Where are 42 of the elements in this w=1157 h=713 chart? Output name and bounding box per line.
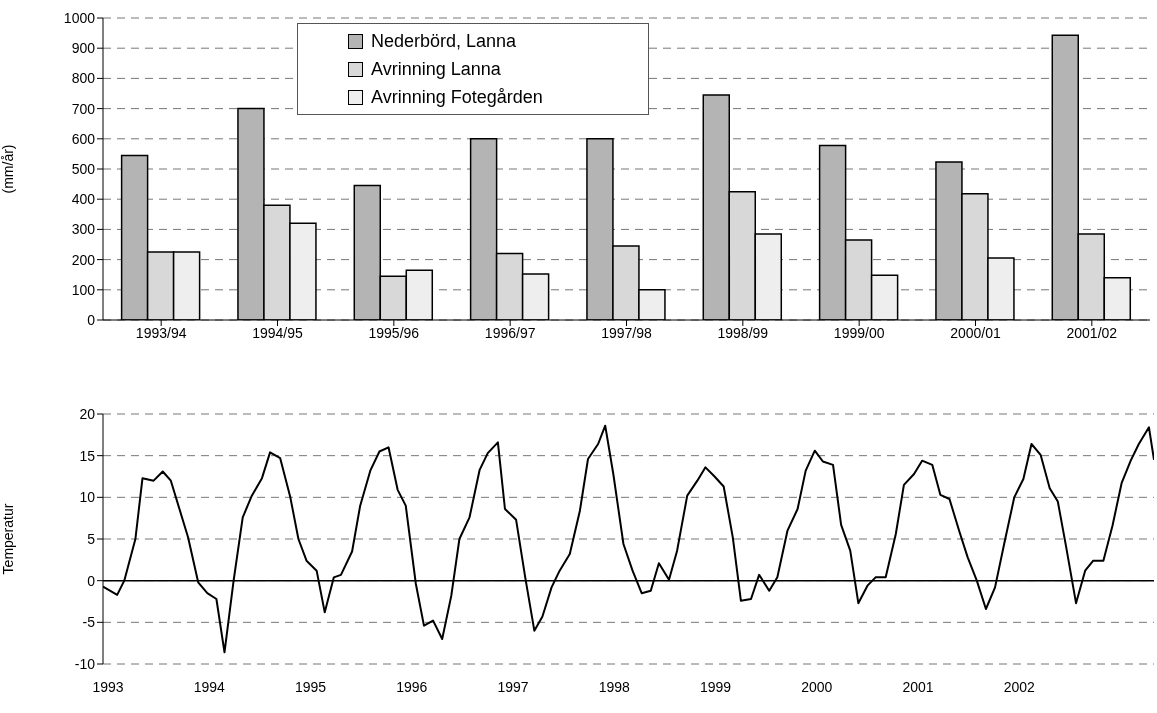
y-tick-label: 100 (71, 281, 96, 298)
y-tick-label: 300 (71, 221, 96, 238)
x-tick-label: 1997 (497, 678, 529, 695)
x-tick-label: 1993/94 (135, 324, 187, 341)
y-tick-label: 200 (71, 251, 96, 268)
x-tick-label: 2000/01 (950, 324, 1002, 341)
y-tick-label: 20 (79, 405, 96, 422)
x-tick-label: 1995/96 (368, 324, 420, 341)
y-tick-label: 1000 (63, 9, 96, 26)
x-tick-label: 2002 (1003, 678, 1036, 695)
y-tick-label: -5 (82, 614, 96, 631)
x-tick-label: 1999/00 (833, 324, 885, 341)
y-tick-label: 600 (71, 130, 96, 147)
y-axis-title: Temperatur (0, 503, 16, 575)
y-tick-label: -10 (74, 655, 96, 672)
legend-label: Nederbörd, Lanna (371, 30, 517, 53)
x-tick-label: 1998/99 (717, 324, 769, 341)
legend-label: Avrinning Fotegården (371, 86, 543, 109)
x-tick-label: 1998 (598, 678, 631, 695)
y-tick-label: 900 (71, 40, 96, 57)
x-tick-label: 1999 (700, 678, 732, 695)
x-tick-label: 2001 (902, 678, 934, 695)
y-tick-label: 10 (79, 489, 96, 506)
y-tick-label: 0 (87, 311, 96, 328)
x-tick-label: 1994/95 (252, 324, 304, 341)
y-tick-label: 400 (71, 191, 96, 208)
x-tick-label: 2000 (801, 678, 833, 695)
x-tick-label: 1996/97 (484, 324, 536, 341)
y-tick-label: 800 (71, 70, 96, 87)
x-tick-label: 1993 (92, 678, 124, 695)
x-tick-label: 1996 (396, 678, 428, 695)
x-tick-label: 1995 (294, 678, 327, 695)
x-tick-label: 1994 (193, 678, 226, 695)
y-axis-title: (mm/år) (0, 144, 16, 194)
x-tick-label: 2001/02 (1066, 324, 1118, 341)
y-tick-label: 15 (79, 447, 96, 464)
y-tick-label: 5 (87, 530, 96, 547)
legend-label: Avrinning Lanna (371, 58, 501, 81)
y-tick-label: 0 (87, 572, 96, 589)
x-tick-label: 1997/98 (601, 324, 653, 341)
y-tick-label: 700 (71, 100, 96, 117)
y-tick-label: 500 (71, 160, 96, 177)
